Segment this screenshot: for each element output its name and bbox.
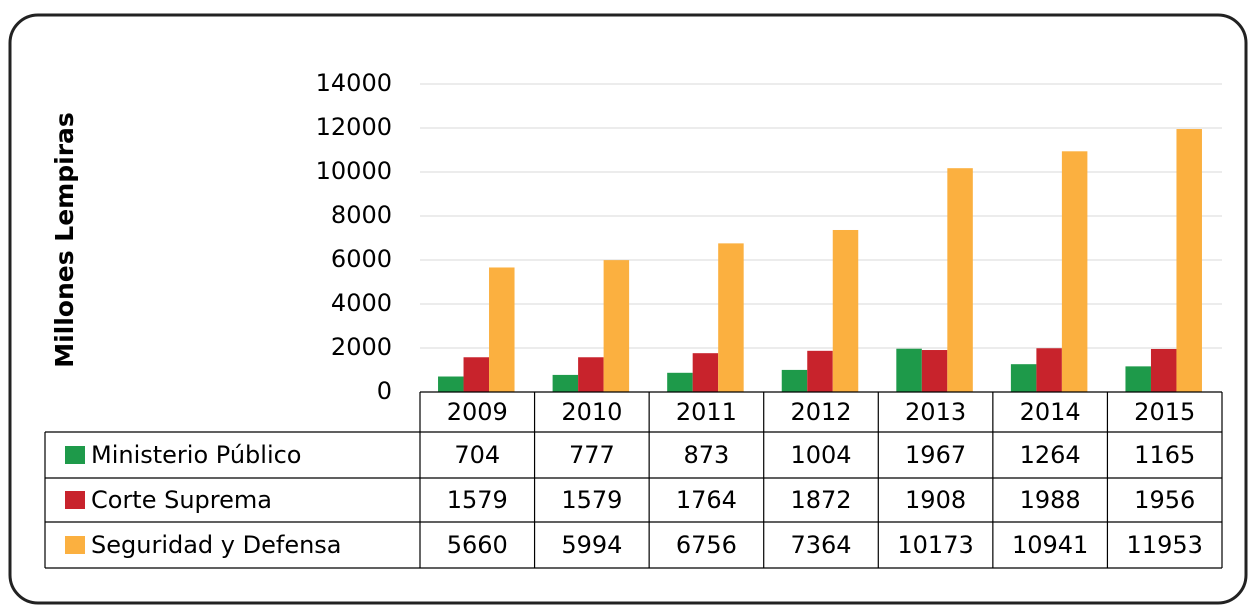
table-cell: 1004: [790, 441, 851, 469]
bar: [1010, 364, 1037, 392]
bar: [781, 369, 808, 392]
table-cell: 1956: [1134, 486, 1195, 514]
table-cell: 1967: [905, 441, 966, 469]
bar: [603, 260, 630, 392]
bar: [718, 243, 744, 392]
y-tick-label: 10000: [316, 157, 392, 185]
x-tick-label: 2010: [561, 398, 622, 426]
x-tick-label: 2012: [790, 398, 851, 426]
bar: [921, 350, 948, 392]
bar: [578, 357, 604, 392]
table-cell: 1764: [676, 486, 737, 514]
table-cell: 1165: [1134, 441, 1195, 469]
bar: [489, 267, 515, 392]
bar: [1036, 348, 1062, 392]
y-tick-label: 0: [377, 377, 392, 405]
legend-swatch: [65, 536, 85, 554]
bar: [438, 376, 464, 392]
bar: [1061, 151, 1088, 392]
table-cell: 5660: [447, 531, 508, 559]
legend-label: Ministerio Público: [91, 441, 302, 469]
x-tick-label: 2015: [1134, 398, 1195, 426]
x-tick-label: 2011: [676, 398, 737, 426]
bar: [667, 372, 693, 392]
y-axis-label: Millones Lempiras: [50, 112, 79, 368]
y-tick-label: 12000: [316, 113, 392, 141]
table-cell: 7364: [790, 531, 851, 559]
bar: [947, 168, 973, 392]
table-cell: 873: [684, 441, 730, 469]
x-tick-label: 2014: [1020, 398, 1081, 426]
table-cell: 704: [454, 441, 500, 469]
table-cell: 5994: [561, 531, 622, 559]
table-cell: 1579: [561, 486, 622, 514]
bar: [692, 353, 719, 392]
table-cell: 1988: [1020, 486, 1081, 514]
table-cell: 6756: [676, 531, 737, 559]
bar: [807, 350, 833, 392]
bar: [1125, 366, 1151, 392]
table-cell: 777: [569, 441, 615, 469]
table-cell: 11953: [1127, 531, 1203, 559]
bar: [1150, 348, 1177, 392]
legend-label: Seguridad y Defensa: [91, 531, 342, 559]
bar: [1176, 129, 1202, 392]
table-cell: 1908: [905, 486, 966, 514]
table-cell: 1579: [447, 486, 508, 514]
bar: [463, 357, 490, 392]
table-cell: 10941: [1012, 531, 1088, 559]
bar: [896, 348, 922, 392]
legend-label: Corte Suprema: [91, 486, 272, 514]
y-tick-label: 8000: [331, 201, 392, 229]
legend-swatch: [65, 491, 85, 509]
x-tick-label: 2013: [905, 398, 966, 426]
bar: [832, 229, 859, 392]
y-tick-label: 6000: [331, 245, 392, 273]
table-cell: 10173: [897, 531, 973, 559]
x-tick-label: 2009: [447, 398, 508, 426]
table-cell: 1264: [1020, 441, 1081, 469]
bar: [552, 374, 579, 392]
y-tick-label: 2000: [331, 333, 392, 361]
y-tick-label: 14000: [316, 69, 392, 97]
table-cell: 1872: [790, 486, 851, 514]
y-tick-label: 4000: [331, 289, 392, 317]
legend-swatch: [65, 446, 85, 464]
